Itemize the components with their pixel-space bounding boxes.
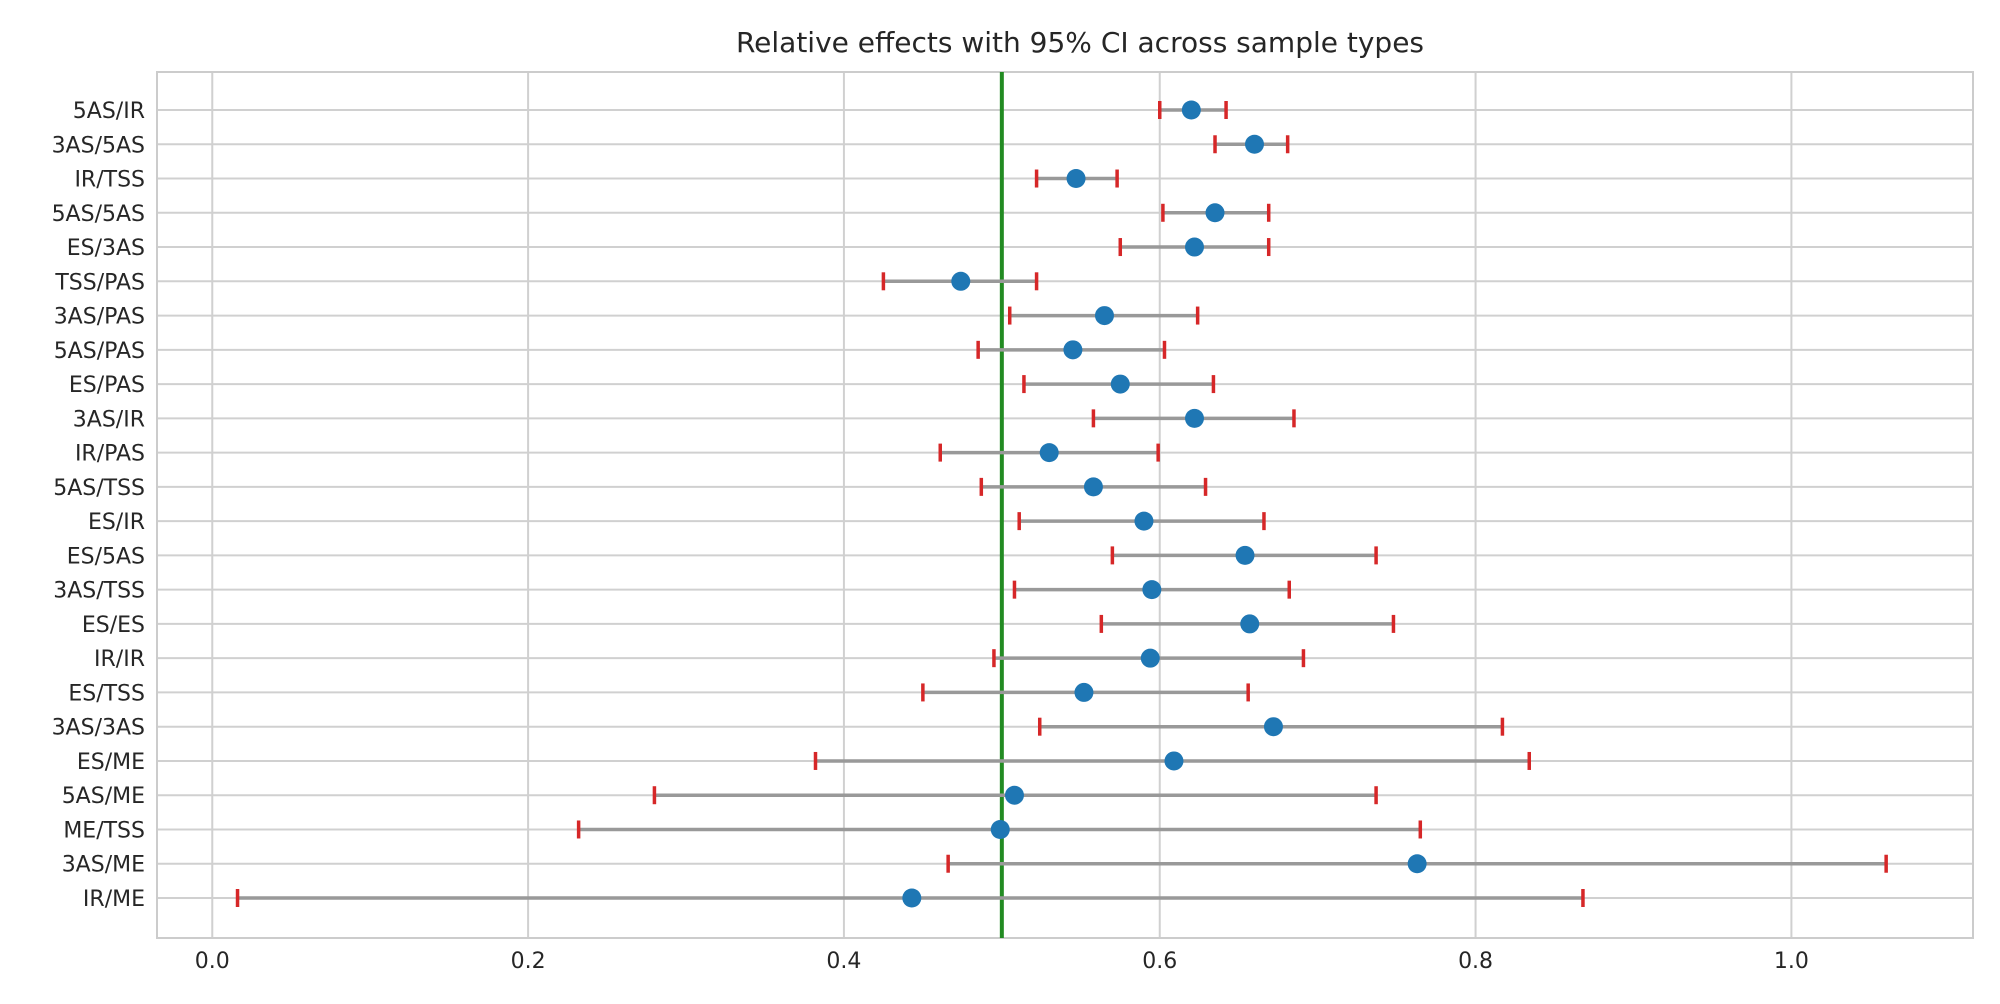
y-tick-labels: 5AS/IR 3AS/5AS IR/TSS 5AS/5AS ES/3AS TSS/PAS 3…: [52, 99, 145, 912]
point-estimate-1: [1244, 134, 1264, 154]
point-estimate-11: [1083, 477, 1103, 497]
y-tick-label-9: 3AS/IR: [73, 407, 145, 432]
chart-title: Relative effects with 95% CI across samp…: [736, 26, 1424, 59]
y-tick-label-20: 5AS/ME: [62, 784, 145, 809]
point-estimate-12: [1134, 511, 1154, 531]
point-estimate-8: [1110, 374, 1130, 394]
point-estimate-17: [1074, 682, 1094, 702]
x-tick-label-5: 1.0: [1774, 949, 1809, 974]
y-tick-label-8: ES/PAS: [69, 373, 145, 398]
point-estimate-2: [1066, 169, 1086, 189]
y-tick-label-17: ES/TSS: [68, 681, 145, 706]
point-estimate-14: [1142, 580, 1162, 600]
point-estimates: [902, 100, 1427, 908]
y-tick-label-1: 3AS/5AS: [52, 133, 145, 158]
y-tick-label-22: 3AS/ME: [62, 853, 145, 878]
y-tick-label-16: IR/IR: [94, 647, 145, 672]
point-estimate-13: [1235, 545, 1255, 565]
point-estimate-16: [1140, 648, 1160, 668]
y-tick-label-19: ES/ME: [77, 750, 145, 775]
plot-area: [157, 72, 1973, 938]
y-tick-label-4: ES/3AS: [67, 236, 145, 261]
plot-frame-border: [156, 71, 1974, 939]
x-tick-label-0: 0.0: [195, 949, 230, 974]
x-tick-labels: 0.0 0.2 0.4 0.6 0.8 1.0: [195, 949, 1809, 974]
point-estimate-19: [1164, 751, 1184, 771]
point-estimate-10: [1039, 443, 1059, 463]
point-estimate-15: [1240, 614, 1260, 634]
point-estimate-23: [902, 888, 922, 908]
x-tick-label-1: 0.2: [511, 949, 546, 974]
y-tick-label-7: 5AS/PAS: [54, 339, 145, 364]
x-tick-label-4: 0.8: [1458, 949, 1493, 974]
point-estimate-3: [1205, 203, 1225, 223]
point-estimate-20: [1004, 785, 1024, 805]
point-estimate-6: [1094, 306, 1114, 326]
y-tick-label-5: TSS/PAS: [54, 270, 145, 295]
y-tick-label-13: ES/5AS: [67, 544, 145, 569]
y-tick-label-18: 3AS/3AS: [52, 716, 145, 741]
y-tick-label-21: ME/TSS: [63, 818, 145, 843]
y-tick-label-2: IR/TSS: [74, 168, 145, 193]
point-estimate-18: [1263, 717, 1283, 737]
y-tick-label-11: 5AS/TSS: [53, 476, 145, 501]
y-tick-label-6: 3AS/PAS: [54, 305, 145, 330]
point-estimate-4: [1184, 237, 1204, 257]
y-tick-label-0: 5AS/IR: [73, 99, 145, 124]
point-estimate-7: [1063, 340, 1083, 360]
y-tick-label-3: 5AS/5AS: [52, 202, 145, 227]
x-tick-label-2: 0.4: [826, 949, 861, 974]
point-estimate-22: [1407, 854, 1427, 874]
point-estimate-9: [1184, 408, 1204, 428]
y-tick-label-10: IR/PAS: [75, 442, 145, 467]
y-tick-label-23: IR/ME: [83, 887, 145, 912]
x-tick-label-3: 0.6: [1142, 949, 1177, 974]
y-tick-label-14: 3AS/TSS: [53, 579, 145, 604]
point-estimate-21: [990, 819, 1010, 839]
point-estimate-0: [1181, 100, 1201, 120]
point-estimate-5: [951, 271, 971, 291]
y-tick-label-15: ES/ES: [82, 613, 145, 638]
y-tick-label-12: ES/IR: [88, 510, 145, 535]
